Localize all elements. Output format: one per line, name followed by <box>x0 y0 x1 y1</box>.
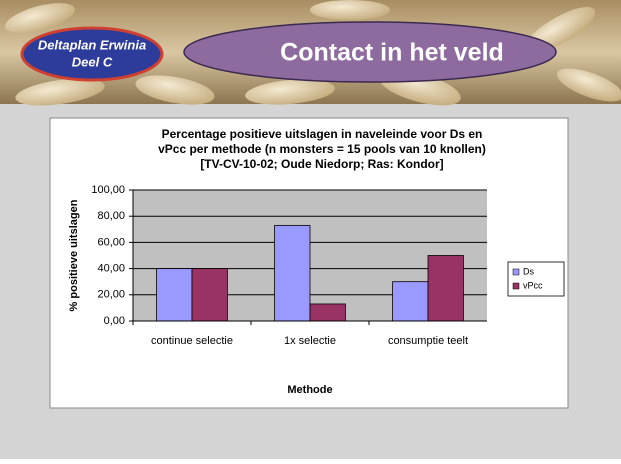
bar <box>156 268 193 322</box>
bar <box>191 268 228 322</box>
legend-swatch <box>512 282 520 290</box>
y-tick-label: 80,00 <box>97 210 125 222</box>
y-tick-label: 20,00 <box>97 289 125 301</box>
badge-oval <box>20 26 164 82</box>
potato-decoration <box>5 0 621 106</box>
y-tick-label: 100,00 <box>91 184 125 196</box>
x-axis-label: Methode <box>287 384 332 396</box>
slide-title: Contact in het veld <box>280 39 504 67</box>
legend-label: vPcc <box>523 280 543 290</box>
bar <box>427 255 464 322</box>
y-tick-label: 0,00 <box>104 315 125 327</box>
chart: Percentage positieve uitslagen in navele… <box>68 127 565 396</box>
chart-title: vPcc per methode (n monsters = 15 pools … <box>158 142 486 156</box>
bar <box>274 224 311 322</box>
title-oval <box>183 21 557 83</box>
y-tick-label: 60,00 <box>97 236 125 248</box>
y-tick-label: 40,00 <box>97 263 125 275</box>
legend-label: Ds <box>523 266 534 276</box>
x-tick-label: 1x selectie <box>284 335 336 347</box>
badge-line: Deel C <box>72 54 113 69</box>
legend-box <box>507 261 565 297</box>
chart-title: Percentage positieve uitslagen in navele… <box>162 127 483 141</box>
x-tick-label: continue selectie <box>151 335 233 347</box>
bar <box>309 303 346 322</box>
y-axis-label: % positieve uitslagen <box>68 199 80 311</box>
bar <box>392 281 429 322</box>
x-tick-label: consumptie teelt <box>388 335 468 347</box>
badge-line: Deltaplan Erwinia <box>38 37 146 52</box>
chart-title: [TV-CV-10-02; Oude Niedorp; Ras: Kondor] <box>200 157 443 171</box>
legend-swatch <box>512 268 520 276</box>
